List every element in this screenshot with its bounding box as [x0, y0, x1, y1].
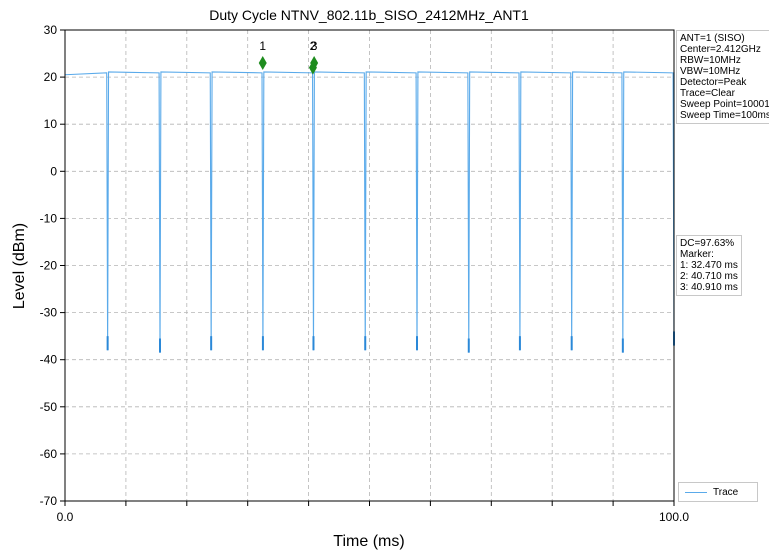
- y-tick-label: 20: [44, 70, 58, 84]
- x-axis-label: Time (ms): [333, 533, 404, 550]
- info-ant: ANT=1 (SISO): [680, 33, 745, 44]
- x-tick-label: 0.0: [57, 510, 74, 524]
- info-rbw: RBW=10MHz: [680, 55, 741, 66]
- y-axis-label: Level (dBm): [11, 223, 28, 309]
- y-tick-label: -30: [40, 306, 58, 320]
- info-marker-2: 2: 40.710 ms: [680, 271, 738, 282]
- marker-info-box: DC=97.63% Marker: 1: 32.470 ms 2: 40.710…: [676, 235, 742, 296]
- info-trace: Trace=Clear: [680, 88, 735, 99]
- y-tick-label: -40: [40, 353, 58, 367]
- marker-diamond: [258, 55, 267, 70]
- info-duty-cycle: DC=97.63%: [680, 238, 735, 249]
- info-sweep-point: Sweep Point=10001: [680, 99, 769, 110]
- settings-info-box: ANT=1 (SISO) Center=2.412GHz RBW=10MHz V…: [676, 30, 769, 124]
- legend: Trace: [678, 482, 758, 502]
- chart-title: Duty Cycle NTNV_802.11b_SISO_2412MHz_ANT…: [209, 7, 529, 23]
- y-tick-label: -60: [40, 447, 58, 461]
- y-tick-label: -10: [40, 211, 58, 225]
- info-marker-3: 3: 40.910 ms: [680, 282, 738, 293]
- info-center: Center=2.412GHz: [680, 44, 761, 55]
- ticks: 30 20 10 0 -10 -20 -30 -40 -50 -60 -70 0.0 100.0: [40, 23, 690, 524]
- y-tick-label: -20: [40, 259, 58, 273]
- marker-label: 1: [259, 39, 266, 53]
- legend-label: Trace: [713, 487, 739, 498]
- y-tick-label: 30: [44, 23, 58, 37]
- info-marker-heading: Marker:: [680, 249, 714, 260]
- y-tick-label: -50: [40, 400, 58, 414]
- info-vbw: VBW=10MHz: [680, 66, 741, 77]
- info-marker-1: 1: 32.470 ms: [680, 260, 738, 271]
- legend-swatch: [685, 492, 707, 493]
- marker-label: 2: [310, 39, 317, 53]
- x-tick-label: 100.0: [659, 510, 689, 524]
- y-tick-label: 0: [50, 164, 57, 178]
- info-sweep-time: Sweep Time=100ms: [680, 110, 769, 121]
- trace-line: [64, 71, 675, 353]
- y-tick-label: 10: [44, 117, 58, 131]
- y-tick-label: -70: [40, 494, 58, 508]
- markers: 1 23: [258, 39, 319, 75]
- marker-diamond: [310, 55, 319, 70]
- marker-label: 3: [311, 39, 318, 53]
- info-detector: Detector=Peak: [680, 77, 747, 88]
